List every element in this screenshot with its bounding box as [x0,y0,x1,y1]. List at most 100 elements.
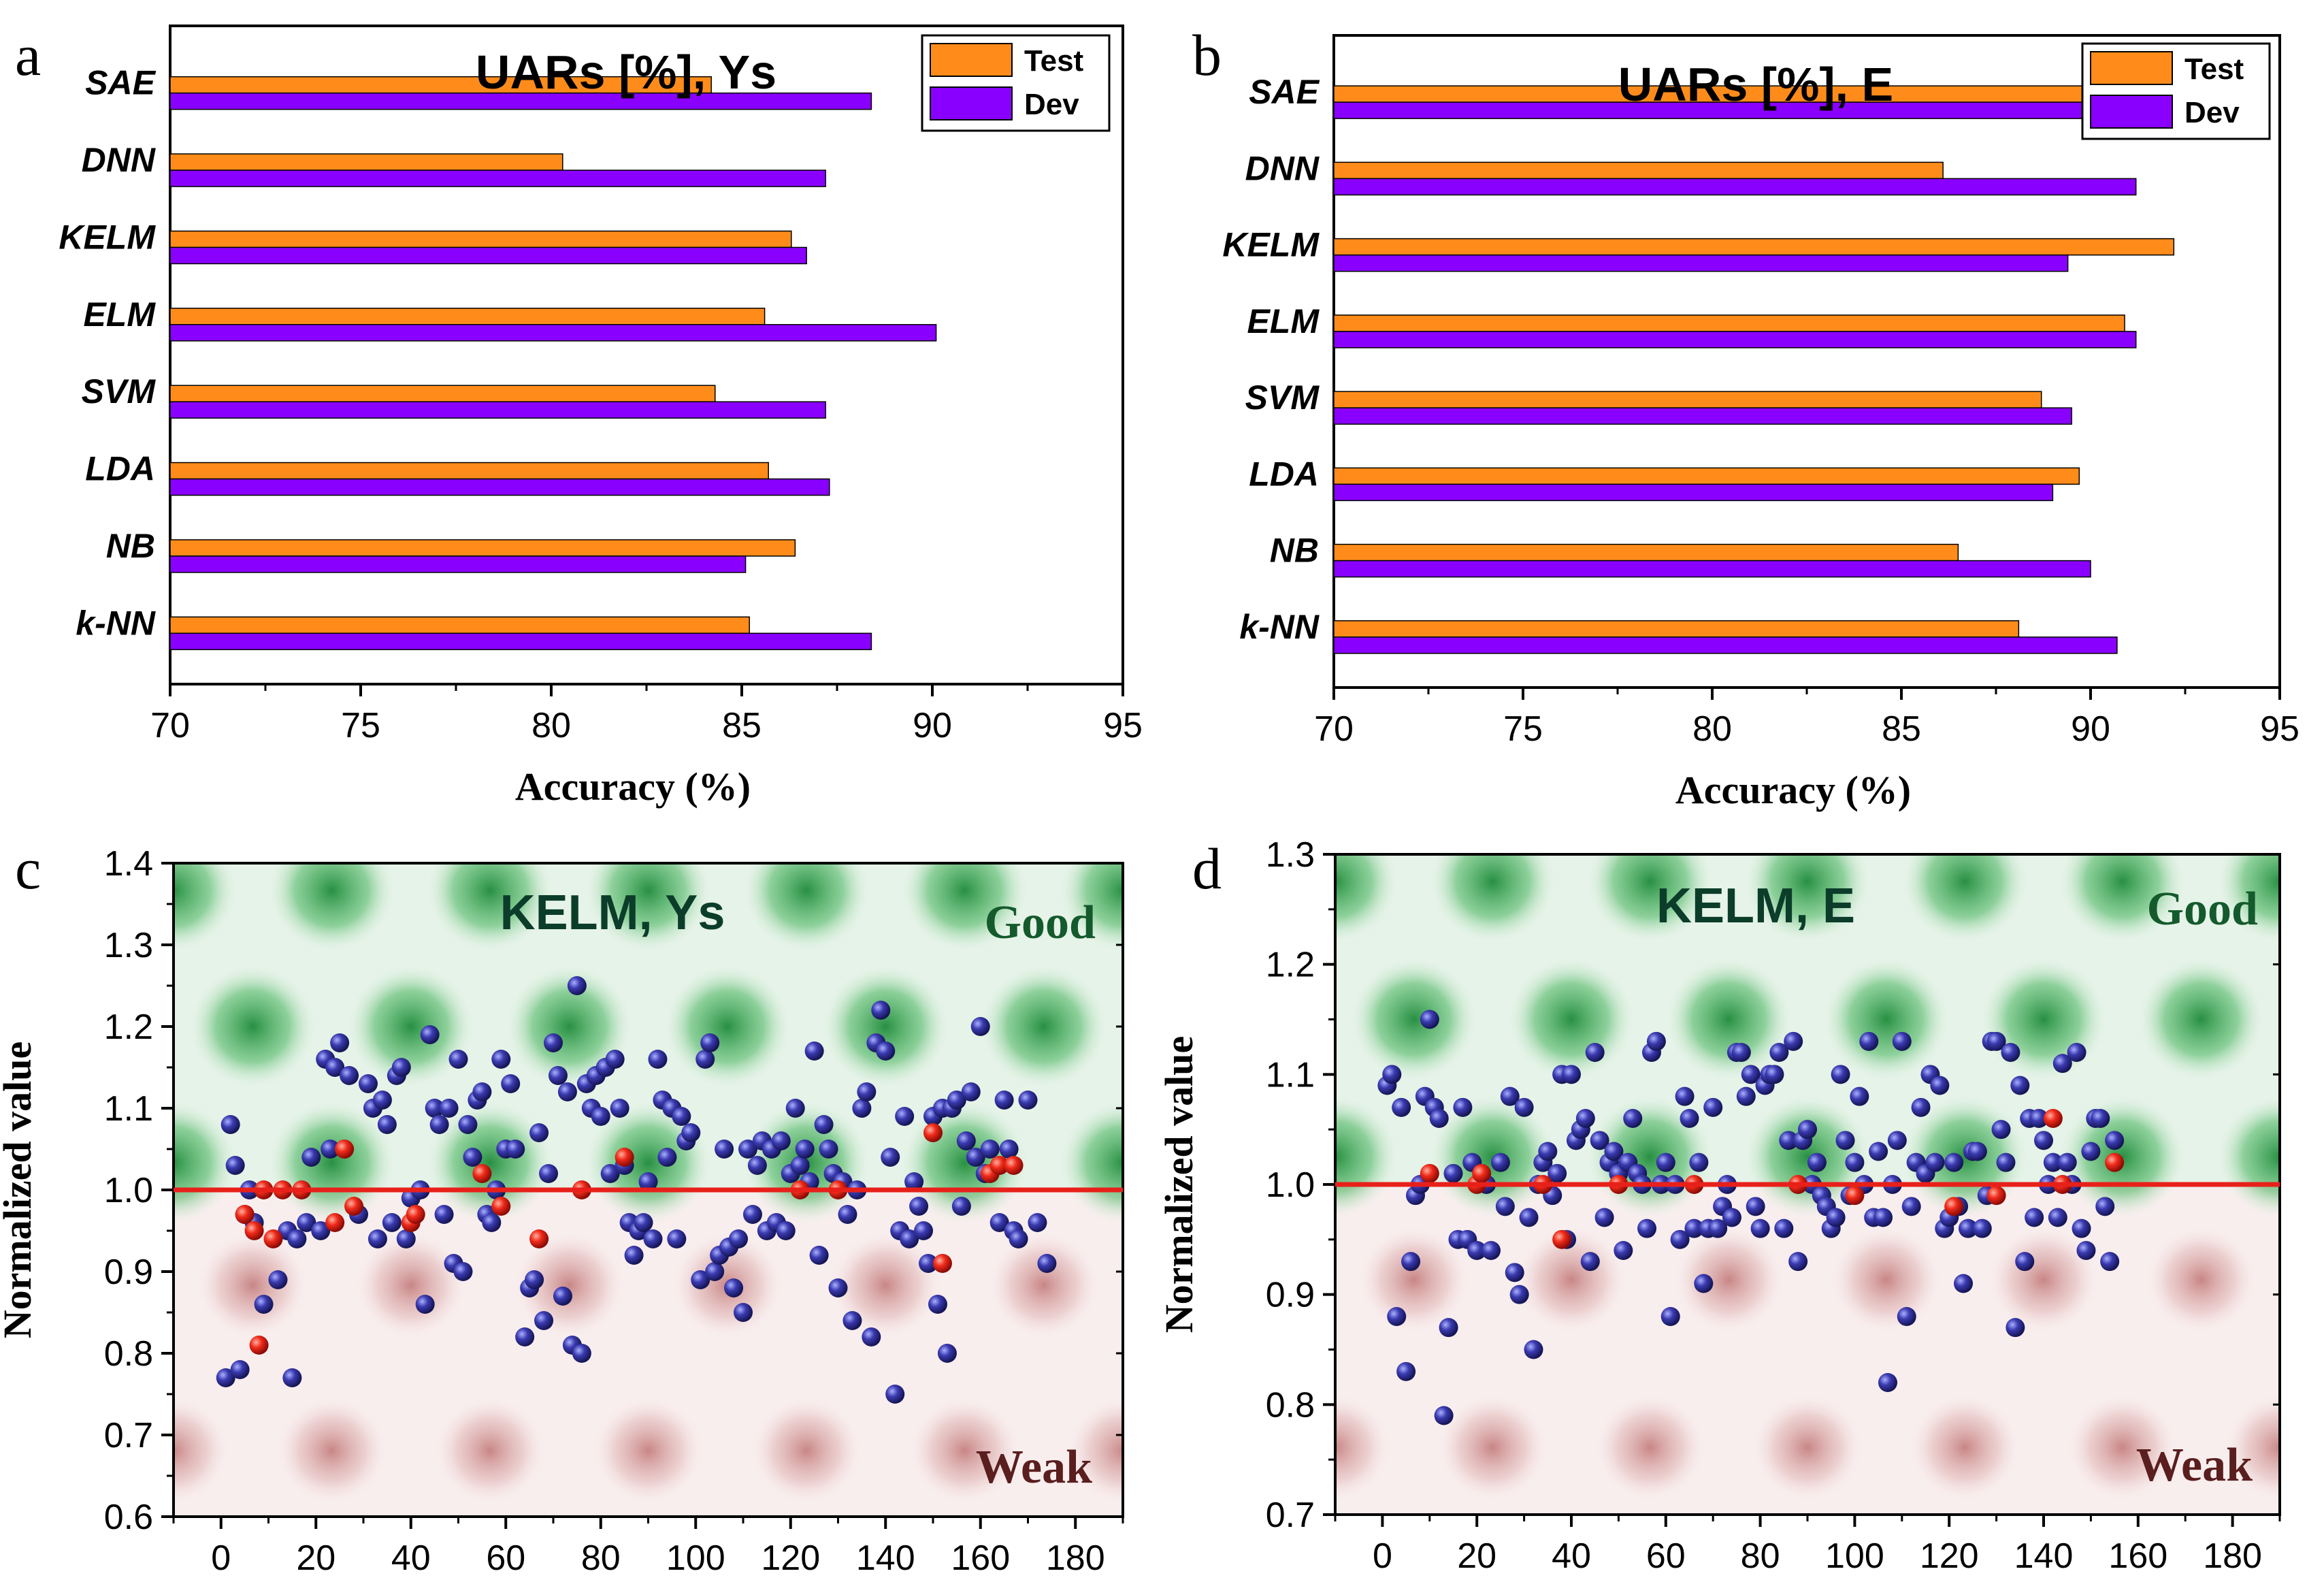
point-correct [1798,1120,1817,1140]
point-correct [311,1221,331,1240]
bar-dev [1333,178,2137,196]
point-correct [970,1017,990,1036]
point-correct [2057,1152,2077,1172]
x-tick-label: 85 [722,706,762,745]
point-correct [776,1221,796,1240]
point-correct [1736,1086,1756,1106]
x-tick-label: 20 [296,1538,335,1578]
legend-swatch-dev [930,86,1013,120]
weak-zone-shading [1669,1222,1789,1338]
point-correct [463,1148,482,1167]
good-zone-shading [174,863,240,955]
weak-zone-shading [272,1392,392,1508]
point-incorrect [244,1221,264,1240]
panel-letter-a: a [15,22,41,88]
x-tick-label: 75 [1503,709,1543,749]
y-tick-label: 1.3 [1266,835,1315,875]
point-correct [1538,1142,1558,1161]
point-correct [819,1140,838,1159]
point-correct [1482,1241,1501,1260]
weak-zone-shading [429,1392,551,1508]
point-correct [2081,1142,2101,1161]
point-correct [700,1033,720,1052]
point-correct [1562,1065,1581,1084]
good-zone-shading [265,1098,399,1227]
point-correct [1991,1120,2011,1140]
good-zone-shading [581,863,715,955]
point-correct [610,1099,629,1118]
bar-test [1333,85,2148,103]
legend-label-test: Test [1024,44,1084,78]
bar-test [1333,391,2042,408]
x-axis-label: Accuracy (%) [515,764,751,809]
point-correct [695,1050,715,1069]
point-correct [672,1107,691,1126]
weak-zone-shading [983,1227,1104,1343]
point-correct [472,1082,492,1101]
point-correct [491,1050,511,1069]
point-correct [391,1058,411,1077]
point-correct [396,1229,416,1248]
point-correct [1594,1208,1614,1227]
point-correct [567,976,587,995]
point-correct [1680,1109,1699,1128]
legend: Test Dev [2081,42,2271,140]
bar-dev [1333,483,2054,502]
point-incorrect [923,1123,943,1142]
weak-zone-shading [904,1392,1025,1508]
y-tick-label: 1.1 [1266,1055,1315,1095]
x-tick-label: 0 [211,1538,231,1578]
point-correct [951,1197,971,1216]
good-zone-shading [186,962,319,1091]
point-correct [1972,1218,1992,1238]
y-tick-label: 0.7 [1266,1496,1315,1535]
weak-zone-shading [588,1392,708,1508]
weak-zone-shading [1433,1389,1553,1506]
point-correct [1807,1152,1827,1172]
legend-label-dev: Dev [2184,96,2240,129]
good-zone-shading [1741,1092,1874,1222]
point-correct [2072,1218,2091,1238]
x-tick-label: 80 [1741,1536,1780,1576]
point-correct [216,1368,235,1387]
point-correct [1831,1065,1850,1084]
weak-zone-shading [1354,1222,1474,1338]
point-correct [525,1270,544,1289]
point-correct [1656,1152,1675,1172]
weak-zone-shading [2062,1389,2182,1506]
point-correct [1467,1241,1487,1260]
good-zone-shading [740,863,873,955]
point-correct [966,1148,985,1167]
point-correct [1967,1142,1987,1161]
y-tick-label: 0.7 [104,1416,153,1455]
point-correct [2006,1318,2025,1338]
point-incorrect [1552,1229,1572,1249]
category-label: SVM [82,372,157,410]
scatter-chart-e: 0.7 0.8 0.9 1.0 1.1 1.2 1.3 0 20 40 60 80 100 120 140 1… [1157,835,2281,1576]
good-zone-shading [2056,854,2189,946]
x-tick-label: 120 [761,1538,820,1578]
point-correct [2052,1054,2072,1074]
x-tick-label: 120 [1920,1536,1979,1576]
point-correct [1878,1373,1897,1392]
point-correct [1703,1097,1723,1117]
weak-zone-shading [746,1392,867,1508]
good-zone-label: Good [2147,883,2258,935]
point-correct [667,1229,687,1248]
category-label: KELM [59,218,156,256]
point-correct [544,1033,563,1052]
point-correct [340,1066,359,1085]
point-correct [1779,1131,1799,1150]
bar-test [169,616,750,634]
point-correct [458,1115,478,1134]
x-tick-label: 60 [1646,1536,1686,1576]
point-correct [1387,1307,1407,1326]
point-correct [377,1115,397,1134]
x-tick-label: 180 [1046,1538,1105,1578]
good-zone-shading [1584,854,1716,946]
x-tick-label: 90 [2071,709,2110,749]
point-correct [254,1295,274,1314]
good-zone-shading [661,962,794,1091]
category-label: k-NN [1239,608,1320,646]
point-correct [225,1156,245,1175]
